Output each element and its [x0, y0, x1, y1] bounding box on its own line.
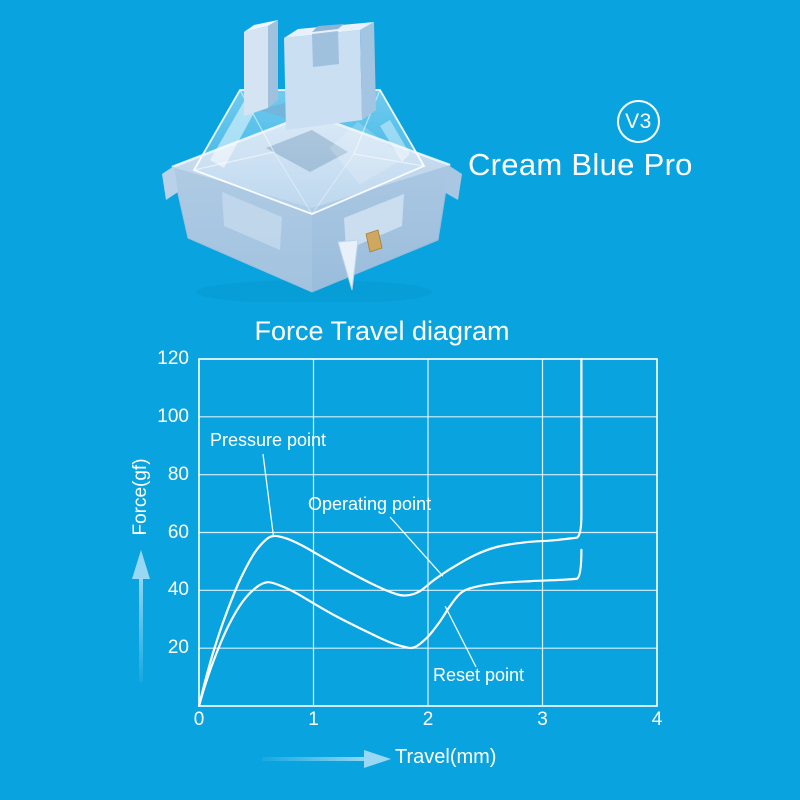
chart-title: Force Travel diagram	[254, 316, 510, 346]
x-tick-label: 4	[651, 709, 663, 730]
product-name: Cream Blue Pro	[468, 147, 693, 182]
y-tick-label: 120	[157, 348, 189, 369]
y-tick-label: 40	[167, 579, 189, 601]
annotation-leader-line	[389, 516, 444, 577]
x-tick-label: 2	[422, 709, 434, 730]
plot-border	[198, 358, 658, 707]
annotation-operating-point: Operating point	[308, 494, 432, 514]
x-tick-label: 1	[308, 709, 319, 730]
x-axis-arrow-icon	[262, 750, 391, 768]
x-axis-label: Travel(mm)	[395, 746, 497, 768]
y-tick-label: 60	[167, 521, 189, 543]
annotation-leader-line	[444, 605, 477, 668]
switch-top-housing	[192, 89, 426, 215]
annotation-reset-point: Reset point	[433, 665, 525, 685]
y-axis-arrow-icon	[132, 550, 150, 682]
switch-stem	[244, 20, 376, 130]
press-curve	[198, 358, 583, 707]
y-tick-label: 20	[167, 637, 189, 659]
switch-product-image	[162, 20, 462, 302]
x-tick-label: 3	[537, 709, 548, 730]
annotation-leader-line	[262, 453, 275, 537]
y-tick-label: 80	[167, 463, 189, 485]
x-tick-label: 0	[193, 709, 205, 730]
release-curve	[198, 548, 583, 707]
version-badge: V3	[617, 100, 660, 143]
y-tick-label: 100	[157, 405, 189, 427]
annotation-pressure-point: Pressure point	[210, 430, 327, 450]
